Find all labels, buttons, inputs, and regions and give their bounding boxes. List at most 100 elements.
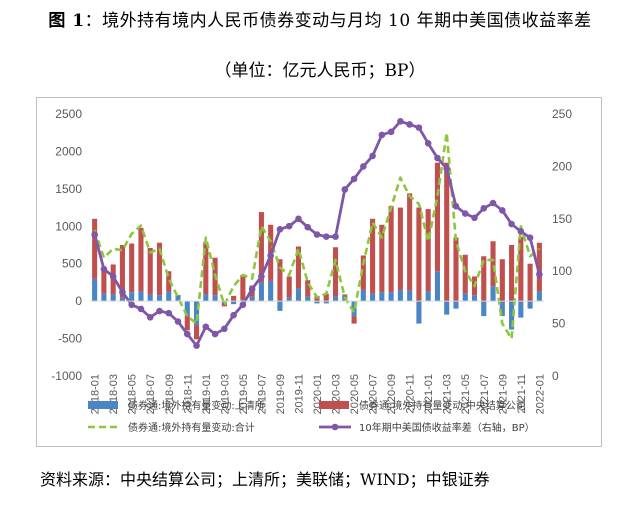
bar-ccdc: [397, 207, 403, 290]
bar-shanghai-clearing: [314, 301, 320, 304]
bar-ccdc: [425, 209, 431, 292]
bar-shanghai-clearing: [138, 291, 144, 302]
bar-ccdc: [444, 162, 450, 302]
y2-tick-label: 100: [552, 264, 572, 278]
bar-shanghai-clearing: [360, 289, 366, 302]
marker-spread: [526, 234, 534, 241]
bar-shanghai-clearing: [453, 301, 459, 309]
marker-spread: [258, 273, 265, 280]
bar-ccdc: [92, 218, 98, 279]
y-tick-label: 1500: [55, 182, 82, 196]
chart-title: 图 1：境外持有境内人民币债券变动与月均 10 年期中美国债收益率差: [48, 11, 592, 31]
bar-shanghai-clearing: [147, 294, 153, 302]
bar-shanghai-clearing: [323, 301, 329, 304]
bar-shanghai-clearing: [527, 301, 533, 309]
legend-label: 10年期中美国债收益率差（右轴，BP）: [359, 421, 535, 434]
legend-swatch: [88, 401, 118, 409]
x-tick-label: 2019-03: [219, 374, 231, 414]
x-tick-label: 2018-11: [182, 374, 194, 414]
marker-spread: [471, 214, 478, 222]
x-tick-label: 2018-05: [127, 374, 139, 414]
y-tick-label: 2000: [55, 144, 82, 158]
bar-ccdc: [416, 207, 422, 302]
bar-ccdc: [119, 245, 125, 298]
marker-spread: [322, 233, 330, 240]
x-tick-label: 2019-09: [275, 374, 287, 414]
legend-label: 债券通:境外持有量变动:合计: [128, 421, 255, 434]
marker-spread: [360, 163, 367, 170]
marker-spread: [100, 265, 108, 273]
bar-shanghai-clearing: [481, 301, 487, 317]
bar-shanghai-clearing: [388, 292, 394, 302]
marker-spread: [517, 228, 525, 235]
bar-ccdc: [101, 271, 107, 294]
bar-ccdc: [370, 218, 376, 294]
y2-tick-label: 200: [552, 159, 572, 173]
bar-ccdc: [323, 293, 329, 302]
bar-shanghai-clearing: [240, 299, 246, 302]
marker-spread: [434, 154, 441, 162]
bar-ccdc: [453, 237, 459, 302]
bar-ccdc: [203, 242, 209, 295]
marker-spread: [230, 311, 237, 319]
bar-ccdc: [388, 206, 394, 293]
x-tick-label: 2021-11: [516, 374, 528, 414]
legend-marker: [331, 423, 339, 431]
bar-shanghai-clearing: [351, 301, 357, 317]
x-tick-label: 2019-07: [256, 374, 268, 414]
bar-ccdc: [184, 316, 190, 331]
x-tick-label: 2021-03: [442, 374, 454, 414]
bar-ccdc: [305, 280, 311, 297]
bar-ccdc: [295, 246, 302, 289]
x-tick-label: 2020-09: [386, 374, 398, 414]
x-tick-label: 2021-05: [460, 374, 472, 414]
left-axis: -1000 -500 0 500 1000 1500 2000 2500: [51, 107, 82, 383]
legend-label: 债券通:境外持有量变动:中央结算公司: [359, 399, 526, 412]
legend-swatch: [319, 401, 349, 409]
bar-ccdc: [360, 255, 366, 290]
y2-tick-label: 0: [552, 369, 559, 383]
marker-spread: [248, 285, 256, 293]
bar-shanghai-clearing: [268, 280, 274, 302]
marker-spread: [193, 342, 200, 349]
bar-ccdc: [138, 227, 144, 292]
x-tick-label: 2021-01: [423, 374, 435, 414]
bar-ccdc: [434, 162, 440, 272]
chart-unit: （单位：亿元人民币；BP）: [214, 61, 426, 81]
bar-shanghai-clearing: [110, 294, 116, 302]
bar-shanghai-clearing: [397, 289, 403, 302]
bar-ccdc: [258, 212, 264, 283]
bar-shanghai-clearing: [286, 297, 292, 302]
y-tick-label: -500: [58, 332, 82, 346]
x-tick-label: 2019-11: [293, 374, 305, 414]
bar-shanghai-clearing: [221, 301, 227, 303]
bar-ccdc: [351, 316, 357, 324]
chart: -1000 -500 0 500 1000 1500 2000 2500 0 50 100 150 2…: [36, 97, 602, 447]
marker-spread: [341, 186, 349, 193]
marker-spread: [387, 128, 395, 136]
marker-spread: [313, 231, 321, 238]
bar-ccdc: [156, 242, 163, 296]
bar-shanghai-clearing: [194, 301, 200, 326]
bar-shanghai-clearing: [499, 301, 505, 317]
marker-spread: [452, 202, 460, 210]
x-tick-label: 2020-07: [368, 374, 380, 414]
bar-ccdc: [527, 263, 533, 302]
bar-ccdc: [129, 243, 135, 293]
bar-shanghai-clearing: [184, 301, 190, 317]
marker-spread: [267, 252, 274, 259]
marker-spread: [350, 175, 358, 183]
bar-shanghai-clearing: [490, 286, 496, 302]
marker-spread: [304, 223, 312, 231]
bar-shanghai-clearing: [370, 293, 376, 302]
bar-shanghai-clearing: [249, 296, 255, 302]
bar-ccdc: [332, 247, 339, 297]
bar-ccdc: [518, 236, 524, 302]
bar-shanghai-clearing: [295, 288, 302, 302]
marker-spread: [499, 207, 506, 214]
x-tick-label: 2018-07: [145, 374, 157, 414]
bar-shanghai-clearing: [231, 301, 237, 305]
marker-spread: [156, 307, 163, 315]
y-tick-label: 2500: [55, 107, 82, 121]
x-tick-label: 2020-11: [405, 374, 417, 414]
